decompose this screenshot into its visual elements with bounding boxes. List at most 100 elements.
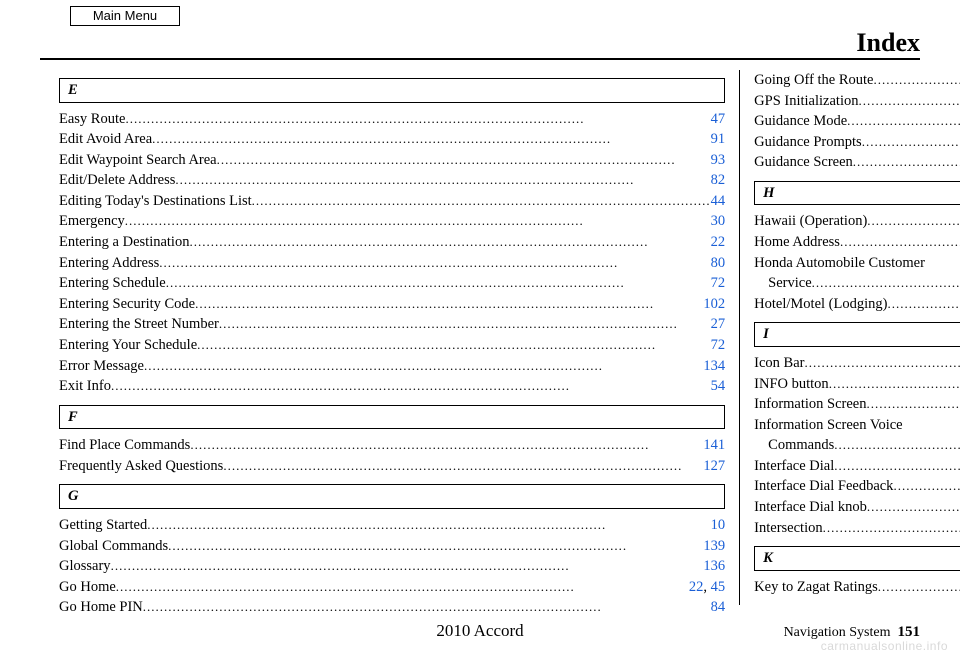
index-entry: Intersection 22, 35 [754, 518, 960, 539]
index-entry: Find Place Commands 141 [59, 435, 725, 456]
index-entry: Commands 145 [754, 435, 960, 456]
page-link[interactable]: 139 [703, 538, 725, 554]
index-entry: Frequently Asked Questions 127 [59, 456, 725, 477]
index-entry-label: Icon Bar [754, 353, 804, 374]
page-link[interactable]: 44 [711, 193, 726, 209]
index-entry-pages: 84 [711, 597, 726, 618]
index-entry-label: Glossary [59, 556, 111, 577]
index-entry: Edit Waypoint Search Area 93 [59, 150, 725, 171]
page-link[interactable]: 127 [703, 458, 725, 474]
page-link[interactable]: 72 [711, 275, 726, 291]
index-entry-label: Guidance Mode [754, 111, 847, 132]
index-column: Going Off the Route 62GPS Initialization… [739, 70, 960, 605]
index-entry-pages: 47 [711, 109, 726, 130]
index-entry: Easy Route 47 [59, 109, 725, 130]
index-entry-label: Information Screen [754, 394, 866, 415]
index-leader-dots [804, 354, 960, 372]
index-leader-dots [862, 133, 960, 151]
index-entry-label: Entering Schedule [59, 273, 166, 294]
index-entry: Guidance Mode 55, 94 [754, 111, 960, 132]
page-link[interactable]: 72 [711, 337, 726, 353]
index-entry: Interface Dial knob 11 [754, 497, 960, 518]
index-entry-label: Key to Zagat Ratings [754, 577, 878, 598]
index-entry: Edit/Delete Address 82 [59, 170, 725, 191]
index-section-header: I [754, 322, 960, 347]
watermark: carmanualsonline.info [821, 639, 948, 653]
index-leader-dots [190, 436, 703, 454]
page-link[interactable]: 91 [711, 131, 726, 147]
page-link[interactable]: 84 [711, 599, 726, 615]
page-link[interactable]: 102 [703, 296, 725, 312]
page-link[interactable]: 54 [711, 378, 726, 394]
title-rule [40, 58, 920, 60]
index-entry-label: Frequently Asked Questions [59, 456, 223, 477]
page-link[interactable]: 141 [703, 437, 725, 453]
index-entry: Exit Info 54 [59, 376, 725, 397]
index-leader-dots [144, 357, 703, 375]
index-leader-dots [219, 315, 711, 333]
index-entry-pages: 82 [711, 170, 726, 191]
page-link[interactable]: 47 [711, 111, 726, 127]
index-leader-dots [195, 295, 703, 313]
index-entry-label: Error Message [59, 356, 144, 377]
index-entry: Edit Avoid Area 91 [59, 129, 725, 150]
page-link[interactable]: 136 [703, 558, 725, 574]
index-leader-dots [834, 436, 960, 454]
main-menu-button[interactable]: Main Menu [70, 6, 180, 26]
index-entry: Service 108 [754, 273, 960, 294]
index-entry: INFO button 10, 70 [754, 374, 960, 395]
page-link[interactable]: 45 [711, 579, 726, 595]
index-entry-label: Information Screen Voice [754, 415, 902, 436]
index-entry-label: Going Off the Route [754, 70, 873, 91]
page-link[interactable]: 27 [711, 316, 726, 332]
index-leader-dots [812, 274, 960, 292]
index-leader-dots [143, 598, 711, 616]
index-entry-label: Intersection [754, 518, 822, 539]
index-leader-dots [867, 498, 960, 516]
index-entry-label: Honda Automobile Customer [754, 253, 925, 274]
index-entry-label: GPS Initialization [754, 91, 858, 112]
index-entry: Go Home PIN 84 [59, 597, 725, 618]
page-link[interactable]: 30 [711, 213, 726, 229]
index-section-header: K [754, 546, 960, 571]
index-entry-pages: 127 [703, 456, 725, 477]
index-leader-dots [853, 153, 960, 171]
index-entry: Glossary 136 [59, 556, 725, 577]
index-leader-dots [152, 130, 710, 148]
index-entry: Entering Security Code 102 [59, 294, 725, 315]
index-leader-dots [893, 477, 960, 495]
index-leader-dots [168, 537, 703, 555]
index-entry: Global Commands 139 [59, 536, 725, 557]
index-leader-dots [217, 151, 711, 169]
page-title: Index [856, 28, 920, 58]
index-entry: Getting Started 10 [59, 515, 725, 536]
page-link[interactable]: 22 [711, 234, 726, 250]
index-entry-label: Guidance Prompts [754, 132, 862, 153]
index-entry-label: Hotel/Motel (Lodging) [754, 294, 887, 315]
page-link[interactable]: 134 [703, 358, 725, 374]
page-link[interactable]: 82 [711, 172, 726, 188]
page-link[interactable]: 22 [689, 579, 704, 595]
page-link[interactable]: 10 [711, 517, 726, 533]
index-column: EEasy Route 47Edit Avoid Area 91Edit Way… [45, 70, 739, 605]
index-entry: Guidance Screen 51 [754, 152, 960, 173]
index-leader-dots [867, 212, 960, 230]
index-entry: Entering a Destination 22 [59, 232, 725, 253]
index-entry-label: Find Place Commands [59, 435, 190, 456]
index-leader-dots [829, 375, 960, 393]
index-entry-label: Entering Your Schedule [59, 335, 197, 356]
index-entry: Interface Dial Feedback 78 [754, 476, 960, 497]
page-link[interactable]: 93 [711, 152, 726, 168]
index-section-header: H [754, 181, 960, 206]
index-entry-pages: 72 [711, 335, 726, 356]
index-entry: Entering Schedule 72 [59, 273, 725, 294]
index-entry-pages: 22 [711, 232, 726, 253]
index-leader-dots [867, 395, 960, 413]
index-entry-label: Service [768, 273, 811, 294]
index-entry-label: Home Address [754, 232, 840, 253]
page-link[interactable]: 80 [711, 255, 726, 271]
index-entry-label: INFO button [754, 374, 829, 395]
index-entry: Guidance Prompts 53, 78 [754, 132, 960, 153]
index-entry: Entering Your Schedule 72 [59, 335, 725, 356]
index-leader-dots [840, 233, 960, 251]
